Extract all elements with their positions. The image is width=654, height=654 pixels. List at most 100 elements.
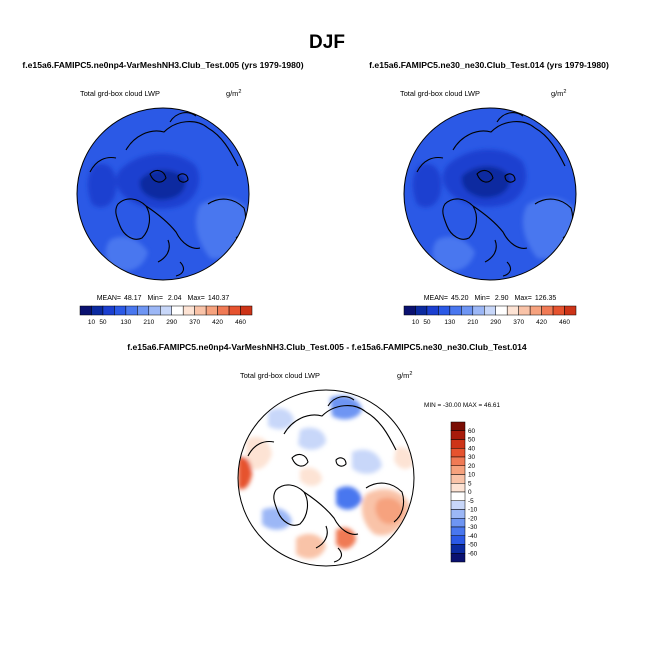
panel-c-colorbar-swatch [450, 518, 466, 528]
panel-a-colorbar-swatch [160, 305, 172, 316]
panel-a-field-light-sw [105, 236, 148, 272]
panel-c-colorbar-swatch [450, 465, 466, 475]
panel-c-title: f.e15a6.FAMIPC5.ne0np4-VarMeshNH3.Club_T… [127, 342, 527, 352]
panel-b-max-value: 126.35 [535, 295, 557, 302]
panel-b-colorbar-swatch [415, 305, 428, 316]
panel-a-colorbar-swatch [217, 305, 230, 316]
panel-c-field-pale-blue-2 [298, 427, 326, 450]
panel-c-field-blue-south [262, 507, 292, 530]
panel-a-stats: MEAN= 48.17 Min= 2.04 Max= 140.37 [97, 295, 230, 302]
panel-a-colorbar-swatch [148, 305, 161, 316]
panel-a-colorbar-swatch [137, 305, 150, 316]
panel-b-map [403, 107, 577, 281]
panel-b-colorbar-swatch [449, 305, 462, 316]
panel-a-mean-value: 48.17 [124, 295, 142, 302]
panel-a-coastline-greenland [115, 198, 151, 240]
panel-c-colorbar-tick-label: 10 [468, 472, 476, 479]
panel-b-coastline-islands [476, 169, 516, 183]
panel-c-colorbar-swatch [450, 491, 466, 501]
panel-c-colorbar-swatch [450, 456, 466, 466]
panel-b-coastline-eurasia [416, 112, 566, 173]
panel-b-colorbar-tick-label: 10 [412, 319, 420, 326]
panel-a-colorbar-swatch [205, 305, 218, 316]
panel-c-colorbar-swatch [450, 448, 466, 458]
panel-c-colorbar-tick-label: -20 [468, 515, 478, 522]
panel-c-colorbar-tick-label: -50 [468, 542, 478, 549]
panel-c-colorbar-tick-label: -10 [468, 507, 478, 514]
panel-a-colorbar-swatch [125, 305, 138, 316]
panel-model-b: f.e15a6.FAMIPC5.ne30_ne30.Club_Test.014 … [369, 60, 609, 326]
panel-b-min-label: Min= [475, 295, 490, 302]
panel-a-colorbar-tick-label: 10 [88, 319, 96, 326]
panel-b-colorbar-swatch [518, 305, 531, 316]
panel-b-colorbar-swatch [403, 305, 416, 316]
panel-c-field-blue-east [336, 486, 362, 510]
panel-b-colorbar-swatch [495, 305, 508, 316]
panel-c-field-base [238, 390, 414, 566]
panel-a-units: g/m2 [226, 89, 241, 98]
panel-difference: f.e15a6.FAMIPC5.ne0np4-VarMeshNH3.Club_T… [127, 342, 527, 567]
panel-b-colorbar-swatch [564, 305, 577, 316]
panel-c-field-pale-red-3 [394, 446, 414, 469]
panel-a-colorbar-swatch [194, 305, 207, 316]
panel-c-colorbar-swatch [450, 526, 466, 536]
panel-b-colorbar-tick-label: 420 [536, 319, 547, 326]
panel-a-map-border [76, 107, 250, 281]
panel-c-field-pale-blue-1 [268, 408, 294, 430]
panel-c-colorbar-swatch [450, 544, 466, 554]
panel-b-colorbar-swatch [529, 305, 542, 316]
panel-b-field-dark-west [412, 163, 442, 208]
panel-a-map [76, 107, 250, 281]
panel-b-colorbar-swatch [506, 305, 519, 316]
panel-b-colorbar-swatch [426, 305, 439, 316]
panel-b-map-border [403, 107, 577, 281]
panel-b-colorbar-swatch [541, 305, 554, 316]
panel-c-field-red-south [336, 527, 356, 549]
panel-b-mean-value: 45.20 [451, 295, 469, 302]
panel-b-colorbar-tick-label: 370 [513, 319, 524, 326]
panel-a-colorbar-tick-label: 130 [120, 319, 131, 326]
panel-c-colorbar-swatch [450, 421, 466, 431]
panel-a-units-exponent: 2 [238, 89, 241, 95]
panel-a-colorbar: 10 50 130 210 290 370 420 460 [79, 305, 253, 326]
panel-c-units-base: g/m [397, 371, 409, 380]
panel-b-colorbar-swatch [438, 305, 451, 316]
panel-c-field-red-west-edge [238, 456, 252, 490]
panel-c-colorbar-swatch [450, 553, 466, 563]
panel-a-colorbar-tick-label: 50 [99, 319, 107, 326]
panel-a-units-base: g/m [226, 89, 238, 98]
panel-b-colorbar-swatch [472, 305, 485, 316]
panel-c-map-border [237, 389, 415, 567]
panel-c-colorbar-swatch [450, 474, 466, 484]
panel-c-coastline-islands [291, 453, 347, 467]
panel-model-a: f.e15a6.FAMIPC5.ne0np4-VarMeshNH3.Club_T… [22, 60, 303, 326]
panel-c-field-pale-red-1 [246, 436, 272, 470]
panel-a-colorbar-swatch [91, 305, 104, 316]
panel-c-colorbar-tick-label: 50 [468, 437, 476, 444]
panel-c-field-pale-blue-3 [352, 449, 382, 474]
panel-b-stats: MEAN= 45.20 Min= 2.90 Max= 126.35 [424, 295, 557, 302]
panel-c-colorbar-swatch [450, 430, 466, 440]
panel-b-min-value: 2.90 [495, 295, 509, 302]
panel-c-variable-label: Total grd-box cloud LWP [240, 371, 320, 380]
panel-b-colorbar-tick-label: 290 [490, 319, 501, 326]
panel-a-field-dark-west [87, 163, 117, 208]
panel-c-map [237, 389, 415, 567]
panel-c-colorbar-swatch [450, 509, 466, 519]
panel-c-coastline-canada [303, 491, 359, 563]
panel-b-colorbar-tick-label: 50 [423, 319, 431, 326]
panel-c-minmax: MIN = -30.00 MAX = 46.61 [424, 402, 500, 409]
panel-c-colorbar-swatch [450, 483, 466, 493]
panel-c-colorbar-swatch [450, 439, 466, 449]
panel-c-colorbar-tick-label: -60 [468, 550, 478, 557]
panel-c-colorbar-tick-label: 40 [468, 445, 476, 452]
panel-a-colorbar-swatch [171, 305, 184, 316]
panel-b-max-label: Max= [515, 295, 532, 302]
panel-b-mean-label: MEAN= [424, 295, 448, 302]
panel-a-colorbar-swatch [102, 305, 115, 316]
panel-c-coastline-greenland [273, 484, 309, 526]
panel-b-units-exponent: 2 [563, 89, 566, 95]
panel-c-colorbar-tick-label: -40 [468, 533, 478, 540]
panel-a-coastline-islands [149, 169, 189, 183]
